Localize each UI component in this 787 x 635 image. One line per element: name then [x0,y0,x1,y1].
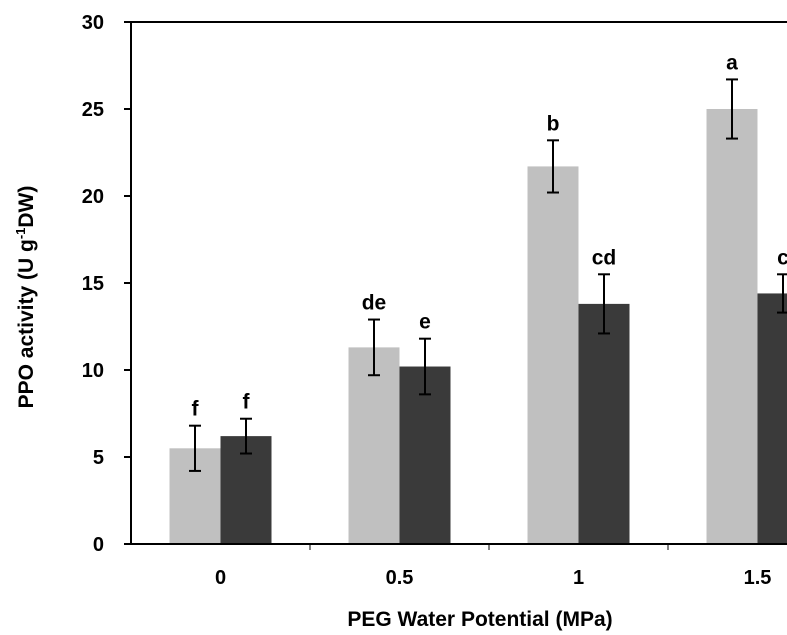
y-axis-title-main: PPO activity (U g [15,239,38,408]
y-tick-label: 5 [93,447,104,469]
error-bar [368,318,380,377]
y-axis-title-superscript: -1 [13,228,28,240]
significance-label: f [243,391,251,414]
significance-label: de [362,292,387,315]
error-bars-layer [189,78,787,472]
error-bar [547,139,559,194]
x-tick-label: 1.5 [744,567,772,589]
error-bar [726,78,738,140]
x-tick-label: 1 [573,567,584,589]
bar [527,166,579,545]
x-tick-label: 0 [215,567,226,589]
error-bar [777,273,787,314]
significance-label: e [419,311,431,334]
y-axis-title: PPO activity (U g-1DW) [13,186,38,409]
y-tick-label: 10 [82,360,104,382]
axes-layer [124,21,787,550]
y-tick-label: 15 [82,273,104,295]
y-tick-label: 20 [82,186,104,208]
error-bar [419,337,431,396]
y-tick-labels: 0 5 10 15 20 25 30 [82,12,104,556]
bar [348,347,400,544]
bar [578,303,630,544]
error-bar [189,424,201,472]
error-bar [240,417,252,455]
significance-label: cd [592,246,617,269]
y-axis-title-tail: DW) [15,186,38,228]
significance-label: f [192,398,200,421]
y-tick-label: 25 [82,99,104,121]
y-tick-label: 30 [82,12,104,34]
significance-label: c [777,246,787,269]
bar [399,366,451,544]
significance-label: b [547,112,560,135]
y-tick-label: 0 [93,534,104,556]
error-bar [598,273,610,335]
bar [706,109,758,544]
x-tick-label: 0.5 [386,567,414,589]
x-tick-labels: 0 0.5 1 1.5 [215,567,771,589]
bars-layer [169,109,787,545]
significance-labels-layer: f f de e b cd a c [192,51,787,420]
bar [757,293,787,544]
significance-label: a [726,51,738,74]
x-axis-title: PEG Water Potential (MPa) [347,608,612,631]
